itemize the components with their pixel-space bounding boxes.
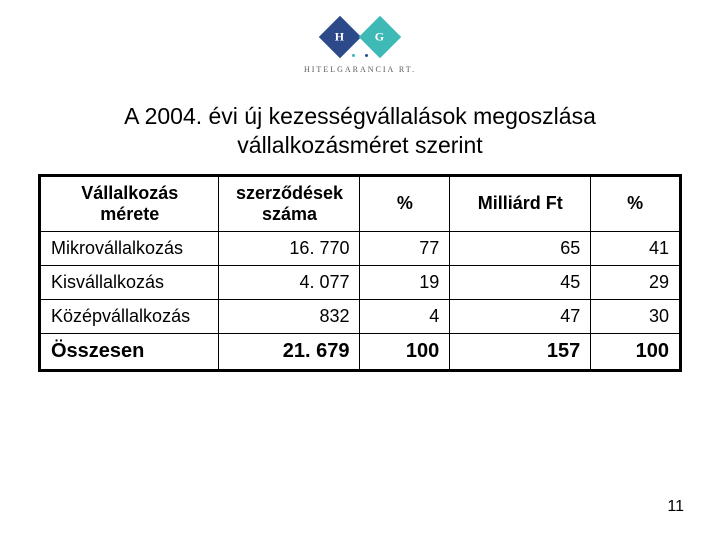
page-number: 11 xyxy=(667,498,684,516)
table-header-cell: Milliárd Ft xyxy=(450,175,591,231)
table-header-cell: szerződések száma xyxy=(219,175,360,231)
table-cell: 30 xyxy=(591,299,681,333)
title-line-2: vállalkozásméret szerint xyxy=(237,132,482,158)
table-cell: 157 xyxy=(450,333,591,370)
title-line-1: A 2004. évi új kezességvállalások megosz… xyxy=(124,103,596,129)
table-cell: Mikrovállalkozás xyxy=(40,231,219,265)
logo-dot-left-icon xyxy=(352,54,355,57)
table-cell: 47 xyxy=(450,299,591,333)
logo-diamond-right-icon: G xyxy=(359,16,401,58)
table-row: Összesen21. 679100157100 xyxy=(40,333,681,370)
table-cell: 41 xyxy=(591,231,681,265)
logo-diamonds: H G xyxy=(325,22,395,52)
logo-dot-right-icon xyxy=(365,54,368,57)
data-table: Vállalkozás méreteszerződések száma%Mill… xyxy=(38,174,682,372)
table-header-cell: % xyxy=(591,175,681,231)
table-cell: 100 xyxy=(591,333,681,370)
table-header-cell: Vállalkozás mérete xyxy=(40,175,219,231)
table-header-row: Vállalkozás méreteszerződések száma%Mill… xyxy=(40,175,681,231)
table-cell: Kisvállalkozás xyxy=(40,265,219,299)
table-cell: 832 xyxy=(219,299,360,333)
logo-diamond-left-icon: H xyxy=(319,16,361,58)
logo-dots xyxy=(352,54,368,57)
table-cell: 29 xyxy=(591,265,681,299)
table-cell: 4 xyxy=(360,299,450,333)
table-cell: 19 xyxy=(360,265,450,299)
company-name: HITELGARANCIA RT. xyxy=(304,65,416,74)
logo-area: H G HITELGARANCIA RT. xyxy=(0,0,720,74)
slide-title: A 2004. évi új kezességvállalások megosz… xyxy=(0,102,720,160)
company-logo: H G HITELGARANCIA RT. xyxy=(304,22,416,74)
table-row: Kisvállalkozás4. 077194529 xyxy=(40,265,681,299)
table-cell: 4. 077 xyxy=(219,265,360,299)
table-cell: 21. 679 xyxy=(219,333,360,370)
table-cell: 100 xyxy=(360,333,450,370)
table-cell: Összesen xyxy=(40,333,219,370)
table-cell: 16. 770 xyxy=(219,231,360,265)
table-header-cell: % xyxy=(360,175,450,231)
table-cell: 77 xyxy=(360,231,450,265)
logo-letter-right: G xyxy=(375,30,384,45)
table-cell: 45 xyxy=(450,265,591,299)
table-row: Középvállalkozás83244730 xyxy=(40,299,681,333)
logo-letter-left: H xyxy=(335,30,344,45)
table-container: Vállalkozás méreteszerződések száma%Mill… xyxy=(38,174,682,372)
table-cell: Középvállalkozás xyxy=(40,299,219,333)
table-cell: 65 xyxy=(450,231,591,265)
table-row: Mikrovállalkozás16. 770776541 xyxy=(40,231,681,265)
